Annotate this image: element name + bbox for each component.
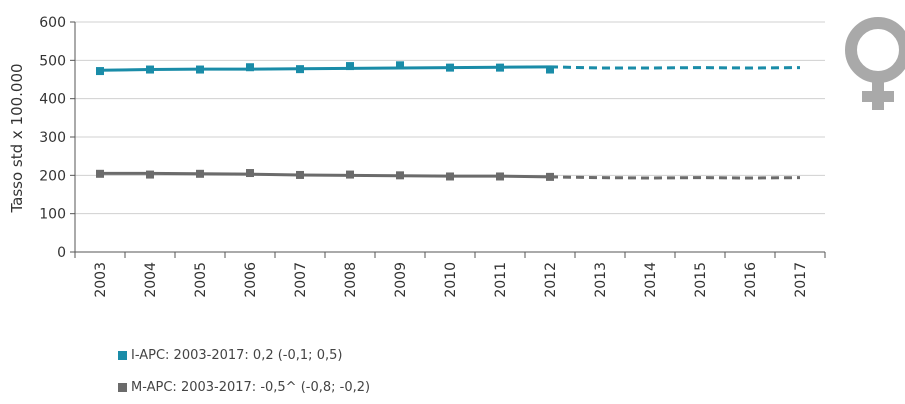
legend-label-1: I-APC: 2003-2017: 0,2 (-0,1; 0,5) — [131, 348, 343, 363]
legend-swatch-2 — [118, 383, 127, 392]
y-tick-label: 0 — [57, 245, 66, 261]
axes: 0 100 200 300 400 500 600 2003 2004 2005 2006 2007 2… — [39, 15, 826, 298]
x-tick-label: 2006 — [243, 262, 259, 298]
series-1-point — [346, 62, 354, 71]
series-1-point — [146, 65, 154, 74]
x-tick-label: 2008 — [343, 262, 359, 298]
series-1-point — [246, 63, 254, 72]
x-tick-label: 2017 — [793, 262, 809, 298]
y-tick-label: 100 — [39, 207, 66, 223]
series-1-point — [496, 63, 504, 72]
series-markers — [96, 61, 554, 181]
x-tick-label: 2016 — [743, 262, 759, 298]
x-tick-label: 2013 — [593, 262, 609, 298]
x-tick-label: 2004 — [143, 262, 159, 298]
series-1-point — [446, 63, 454, 72]
x-tick-label: 2015 — [693, 262, 709, 298]
gridlines — [75, 21, 825, 215]
series-1-point — [96, 67, 104, 76]
series-1-point — [196, 65, 204, 74]
series-2-point — [346, 170, 354, 179]
y-tick-label: 400 — [39, 92, 66, 108]
series-2-point — [496, 172, 504, 181]
series-2-point — [146, 170, 154, 179]
y-tick-label: 300 — [39, 130, 66, 146]
x-tick-label: 2012 — [543, 262, 559, 298]
x-tick-label: 2005 — [193, 262, 209, 298]
series-1-point — [396, 61, 404, 70]
x-tick-label: 2003 — [93, 262, 109, 298]
legend-item-2: M-APC: 2003-2017: -0,5^ (-0,8; -0,2) — [118, 380, 370, 395]
x-tick-label: 2014 — [643, 262, 659, 298]
series-1-point — [546, 65, 554, 74]
series-1-projection-line — [549, 65, 801, 70]
series-1-fitted-line — [99, 65, 551, 72]
legend-label-2: M-APC: 2003-2017: -0,5^ (-0,8; -0,2) — [131, 380, 371, 395]
series-2-point — [546, 172, 554, 181]
x-tick-label: 2007 — [293, 262, 309, 298]
x-tick-label: 2010 — [443, 262, 459, 298]
series-2-point — [246, 169, 254, 178]
series-lines — [99, 65, 801, 180]
series-2-point — [446, 172, 454, 181]
y-tick-label: 600 — [39, 15, 66, 31]
female-symbol-icon — [845, 17, 905, 110]
series-2-point — [96, 169, 104, 178]
series-2-point — [396, 171, 404, 180]
series-2-fitted-line — [100, 171, 551, 179]
series-2-point — [296, 170, 304, 179]
series-2-point — [196, 169, 204, 178]
y-tick-label: 200 — [39, 168, 66, 184]
x-tick-label: 2011 — [493, 262, 509, 298]
y-axis-label: Tasso std x 100.000 — [8, 63, 26, 213]
series-2-projection-line — [549, 175, 801, 180]
y-tick-label: 500 — [39, 53, 66, 69]
x-tick-label: 2009 — [393, 262, 409, 298]
series-1-point — [296, 65, 304, 74]
legend-swatch-1 — [118, 351, 127, 360]
legend-item-1: I-APC: 2003-2017: 0,2 (-0,1; 0,5) — [118, 348, 342, 363]
